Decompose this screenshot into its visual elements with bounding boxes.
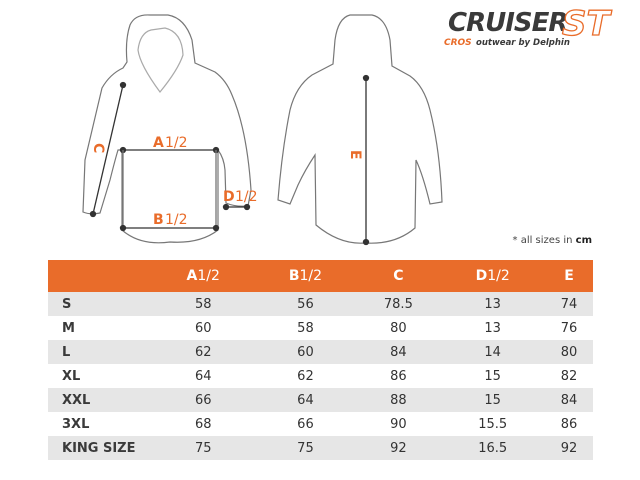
table-row: M 60 58 80 13 76 bbox=[48, 316, 593, 340]
table-row: 3XL 68 66 90 15.5 86 bbox=[48, 412, 593, 436]
column-letter: D bbox=[475, 268, 488, 284]
size-value: 86 bbox=[545, 412, 593, 436]
table-row: XL 64 62 86 15 82 bbox=[48, 364, 593, 388]
size-value: 66 bbox=[254, 412, 357, 436]
column-letter: E bbox=[564, 268, 574, 284]
label-b-half: 1/2 bbox=[165, 212, 188, 228]
size-value: 74 bbox=[545, 292, 593, 316]
jacket-diagrams: A 1/2 B 1/2 C D 1/2 E bbox=[82, 14, 443, 246]
logo: CRUISER ST CROS outwear by Delphin bbox=[440, 3, 620, 52]
label-a: A bbox=[153, 135, 164, 151]
size-value: 64 bbox=[152, 364, 255, 388]
units-note-text: * all sizes in bbox=[512, 235, 576, 246]
table-row: KING SIZE 75 75 92 16.5 92 bbox=[48, 436, 593, 460]
size-value: 84 bbox=[356, 340, 441, 364]
size-value: 84 bbox=[545, 388, 593, 412]
logo-tagline: outwear by Delphin bbox=[476, 38, 570, 48]
size-label: KING SIZE bbox=[48, 436, 152, 460]
size-value: 16.5 bbox=[440, 436, 546, 460]
column-header: D1/2 bbox=[440, 260, 546, 292]
measure-lines bbox=[89, 74, 370, 246]
size-label: XL bbox=[48, 364, 152, 388]
size-value: 75 bbox=[254, 436, 357, 460]
logo-model: ST bbox=[561, 3, 610, 44]
size-value: 80 bbox=[356, 316, 441, 340]
label-a-half: 1/2 bbox=[165, 135, 188, 151]
column-half: 1/2 bbox=[299, 268, 323, 284]
size-value: 60 bbox=[254, 340, 357, 364]
jacket-front bbox=[82, 14, 252, 244]
size-value: 86 bbox=[356, 364, 441, 388]
size-label: M bbox=[48, 316, 152, 340]
column-letter: B bbox=[288, 268, 300, 284]
size-value: 58 bbox=[254, 316, 357, 340]
size-value: 62 bbox=[152, 340, 255, 364]
size-value: 90 bbox=[356, 412, 441, 436]
size-value: 68 bbox=[152, 412, 255, 436]
label-c: C bbox=[90, 143, 106, 153]
size-value: 80 bbox=[545, 340, 593, 364]
size-value: 78.5 bbox=[356, 292, 441, 316]
table-row: L 62 60 84 14 80 bbox=[48, 340, 593, 364]
logo-brand: CRUISER bbox=[448, 8, 568, 38]
size-value: 76 bbox=[545, 316, 593, 340]
column-half: 1/2 bbox=[197, 268, 220, 284]
column-letter: C bbox=[393, 268, 404, 284]
table-row: S 58 56 78.5 13 74 bbox=[48, 292, 593, 316]
logo-sub-brand: CROS bbox=[444, 38, 472, 48]
size-table: A1/2 B1/2 C D1/2 E S 58 56 78.5 13 74 M 60 58 80 13 76 L… bbox=[48, 260, 593, 460]
size-value: 13 bbox=[440, 292, 546, 316]
size-value: 56 bbox=[254, 292, 357, 316]
size-value: 60 bbox=[152, 316, 255, 340]
label-e: E bbox=[347, 150, 363, 160]
size-label: S bbox=[48, 292, 152, 316]
column-header: C bbox=[356, 260, 441, 292]
size-value: 66 bbox=[152, 388, 255, 412]
table-row: XXL 66 64 88 15 84 bbox=[48, 388, 593, 412]
size-value: 88 bbox=[356, 388, 441, 412]
size-label: L bbox=[48, 340, 152, 364]
table-header: A1/2 B1/2 C D1/2 E bbox=[48, 260, 593, 292]
label-d-half: 1/2 bbox=[235, 189, 258, 205]
size-value: 13 bbox=[440, 316, 546, 340]
column-letter: A bbox=[186, 268, 198, 284]
units-note-unit: cm bbox=[575, 235, 592, 246]
size-value: 92 bbox=[356, 436, 441, 460]
size-value: 82 bbox=[545, 364, 593, 388]
size-label: 3XL bbox=[48, 412, 152, 436]
label-d: D bbox=[223, 189, 235, 205]
size-value: 15 bbox=[440, 364, 546, 388]
column-header bbox=[48, 260, 152, 292]
column-header: E bbox=[545, 260, 593, 292]
size-value: 62 bbox=[254, 364, 357, 388]
table-body: S 58 56 78.5 13 74 M 60 58 80 13 76 L 62 60 84 14 80 XL 64 6… bbox=[48, 292, 593, 460]
column-half: 1/2 bbox=[487, 268, 510, 284]
size-value: 14 bbox=[440, 340, 546, 364]
size-value: 75 bbox=[152, 436, 255, 460]
jacket-back bbox=[277, 14, 443, 244]
size-value: 64 bbox=[254, 388, 357, 412]
size-value: 58 bbox=[152, 292, 255, 316]
label-b: B bbox=[153, 212, 164, 228]
size-label: XXL bbox=[48, 388, 152, 412]
size-value: 92 bbox=[545, 436, 593, 460]
column-header: B1/2 bbox=[254, 260, 357, 292]
size-value: 15 bbox=[440, 388, 546, 412]
units-note: * all sizes in cm bbox=[513, 235, 592, 246]
size-value: 15.5 bbox=[440, 412, 546, 436]
column-header: A1/2 bbox=[152, 260, 255, 292]
